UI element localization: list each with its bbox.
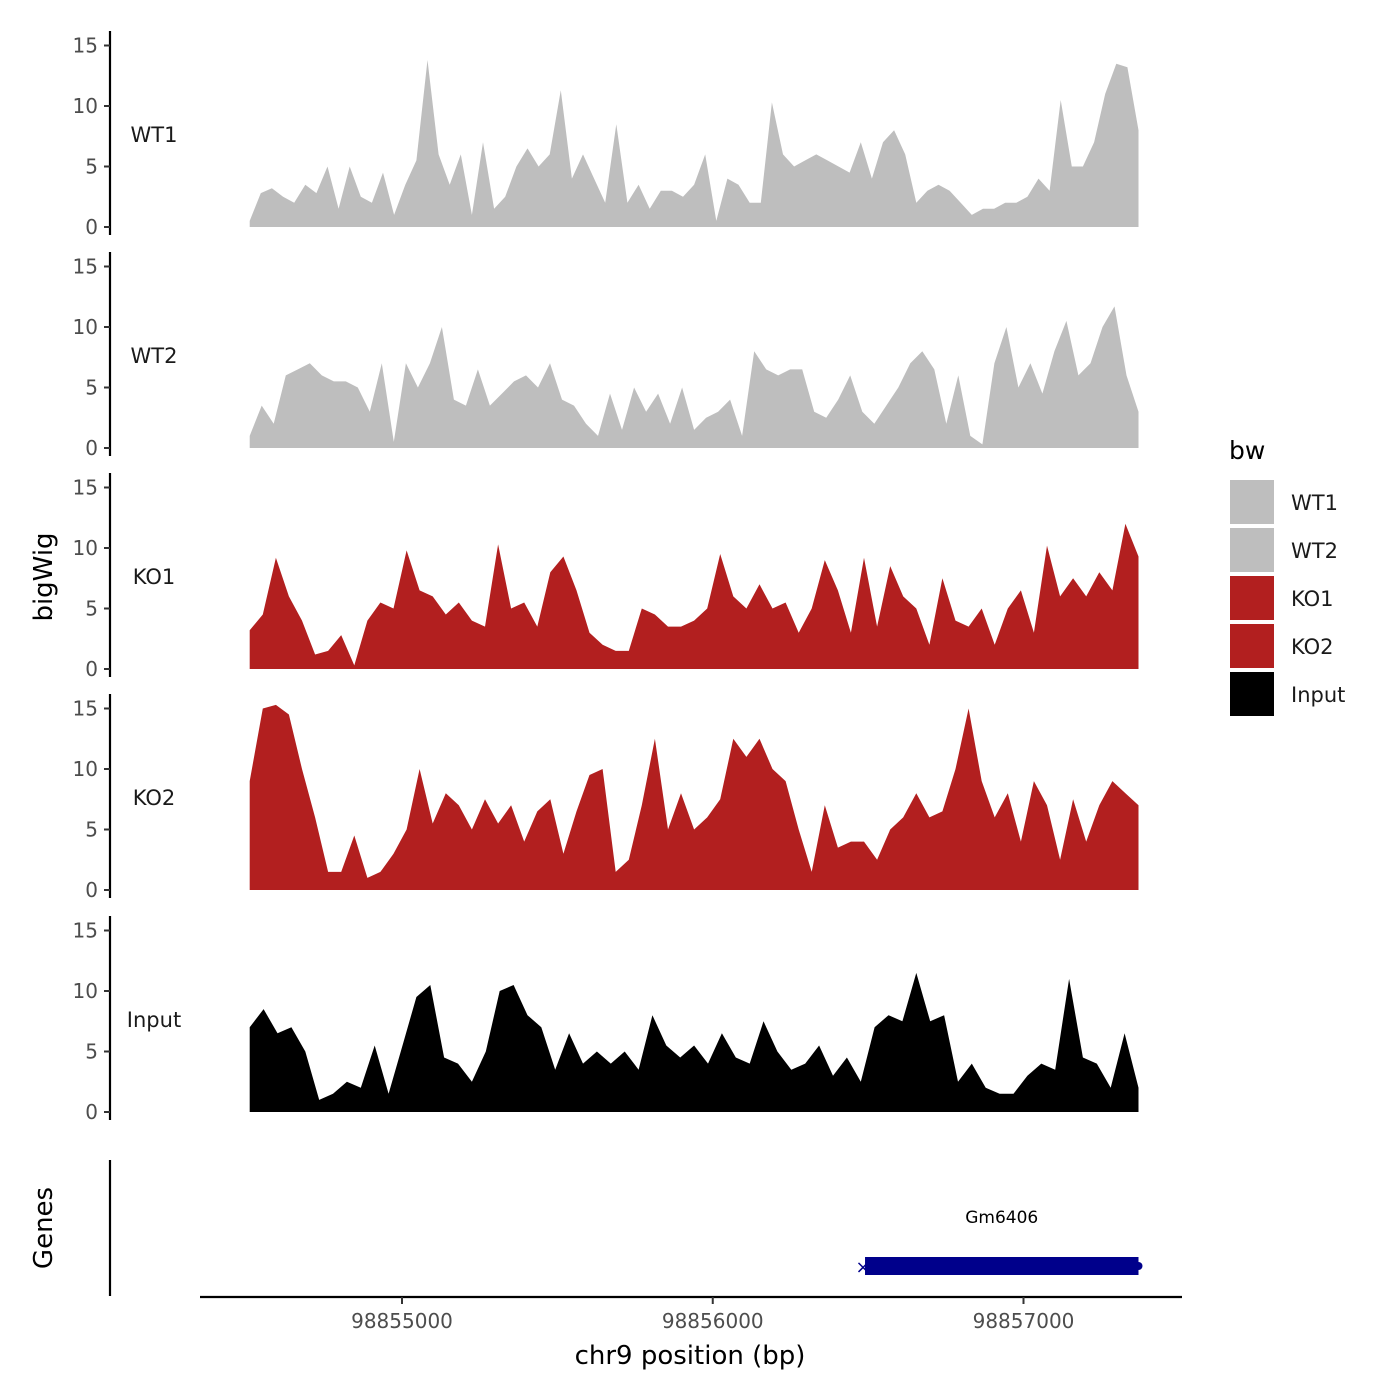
legend-key-wt1 <box>1230 480 1274 524</box>
y-tick-label: 5 <box>85 376 98 400</box>
legend-label-ko2: KO2 <box>1291 635 1334 659</box>
legend-title: bw <box>1229 436 1265 465</box>
y-tick-label: 15 <box>73 476 98 500</box>
track-label: KO1 <box>133 565 176 589</box>
x-axis-title: chr9 position (bp) <box>575 1341 806 1371</box>
genes-axis-title: Genes <box>29 1187 59 1269</box>
y-tick-label: 10 <box>73 315 98 339</box>
gene-end-marker <box>1134 1262 1143 1270</box>
area-wt2 <box>249 306 1139 448</box>
signal-tracks: 0 5 10 15 WT1 0 5 10 15 WT2 0 5 10 15 KO1 0 5 10 15 KO2 0 5 10… <box>73 31 1139 1124</box>
y-tick-label: 5 <box>85 1040 98 1064</box>
genes-track: × Gm6406 <box>108 1160 1143 1296</box>
x-tick-label: 98855000 <box>351 1309 453 1333</box>
y-tick-label: 5 <box>85 818 98 842</box>
track-label: Input <box>127 1008 181 1032</box>
area-ko1 <box>249 523 1139 669</box>
legend-label-ko1: KO1 <box>1291 587 1334 611</box>
legend-label-wt2: WT2 <box>1291 539 1338 563</box>
y-tick-label: 10 <box>73 979 98 1003</box>
y-tick-label: 10 <box>73 94 98 118</box>
y-tick-label: 0 <box>85 215 98 239</box>
area-ko2 <box>249 704 1139 890</box>
legend-key-ko1 <box>1230 576 1274 620</box>
y-tick-label: 5 <box>85 597 98 621</box>
y-tick-label: 10 <box>73 536 98 560</box>
x-tick-label: 98856000 <box>662 1309 764 1333</box>
legend-label-wt1: WT1 <box>1291 491 1338 515</box>
legend-key-input <box>1230 672 1274 716</box>
area-input <box>249 972 1139 1112</box>
y-tick-label: 0 <box>85 436 98 460</box>
x-axis: 98855000 98856000 98857000 <box>200 1295 1182 1333</box>
legend-key-wt2 <box>1230 528 1274 572</box>
gene-label: Gm6406 <box>965 1208 1038 1228</box>
gene-strand-marker: × <box>855 1257 870 1278</box>
track-ko2: 0 5 10 15 KO2 <box>73 694 1139 902</box>
y-tick-label: 0 <box>85 657 98 681</box>
legend: bw WT1 WT2 KO1 KO2 Input <box>1229 436 1345 716</box>
track-label: KO2 <box>133 786 176 810</box>
track-label: WT2 <box>131 344 178 368</box>
y-tick-label: 5 <box>85 155 98 179</box>
track-input: 0 5 10 15 Input <box>73 916 1139 1124</box>
legend-label-input: Input <box>1291 683 1345 707</box>
y-tick-label: 10 <box>73 757 98 781</box>
legend-key-ko2 <box>1230 624 1274 668</box>
y-tick-label: 15 <box>73 34 98 58</box>
y-tick-label: 0 <box>85 1100 98 1124</box>
y-axis-title: bigWig <box>29 532 59 621</box>
y-tick-label: 15 <box>73 255 98 279</box>
y-tick-label: 15 <box>73 919 98 943</box>
x-tick-label: 98857000 <box>973 1309 1075 1333</box>
y-tick-label: 0 <box>85 878 98 902</box>
track-ko1: 0 5 10 15 KO1 <box>73 473 1139 681</box>
track-wt2: 0 5 10 15 WT2 <box>73 252 1139 460</box>
track-wt1: 0 5 10 15 WT1 <box>73 31 1139 239</box>
area-wt1 <box>249 60 1139 227</box>
y-tick-label: 15 <box>73 697 98 721</box>
gene-body <box>865 1257 1139 1275</box>
track-label: WT1 <box>131 123 178 147</box>
